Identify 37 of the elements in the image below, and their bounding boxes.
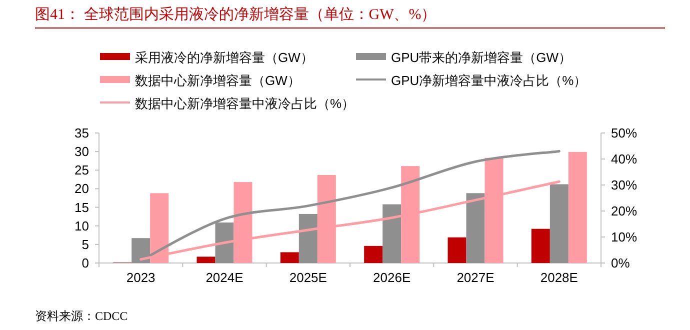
x-tick-label: 2027E [456, 270, 495, 285]
bar [298, 214, 318, 263]
bar [448, 237, 466, 263]
y-tick-label: 0 [82, 256, 89, 270]
bar [196, 256, 216, 263]
legend-label: 数据中心新净增容量（GW） [135, 73, 300, 88]
legend-label: 数据中心新净增容量中液冷占比（%） [135, 96, 355, 111]
bar [466, 193, 485, 263]
y2-tick-label: 50% [611, 126, 638, 140]
legend-label: 采用液冷的净新增容量（GW） [135, 50, 314, 65]
y2-tick-label: 30% [611, 178, 638, 192]
y-tick-label: 10 [74, 218, 89, 234]
bar [550, 184, 568, 263]
y2-tick-label: 0% [611, 256, 630, 270]
y2-tick-label: 10% [611, 230, 638, 244]
y-tick-label: 15 [74, 200, 89, 215]
x-tick-label: 2023 [126, 270, 156, 285]
y-tick-label: 25 [74, 162, 89, 178]
bar [382, 204, 402, 263]
y-tick-label: 5 [82, 236, 89, 252]
x-tick-label: 2026E [373, 270, 411, 285]
y2-tick-label: 40% [611, 152, 638, 166]
bar [280, 252, 299, 263]
x-tick-label: 2028E [540, 270, 578, 285]
x-tick-label: 2024E [206, 270, 244, 285]
bar [364, 246, 383, 263]
text: 资料来源：CDCC [35, 309, 128, 323]
chart-title: 图41： 全球范围内采用液冷的净新增容量（单位：GW、%） [35, 6, 436, 23]
legend-label: GPU净新增容量中液冷占比（%） [391, 73, 587, 88]
bar [531, 228, 550, 263]
y-tick-label: 35 [74, 126, 89, 140]
y-tick-label: 20 [74, 181, 89, 196]
legend-label: GPU带来的净新增容量（GW） [391, 50, 572, 65]
y2-tick-label: 20% [611, 204, 638, 218]
y-tick-label: 30 [74, 144, 89, 160]
x-tick-label: 2025E [289, 270, 328, 285]
bar [568, 152, 587, 263]
